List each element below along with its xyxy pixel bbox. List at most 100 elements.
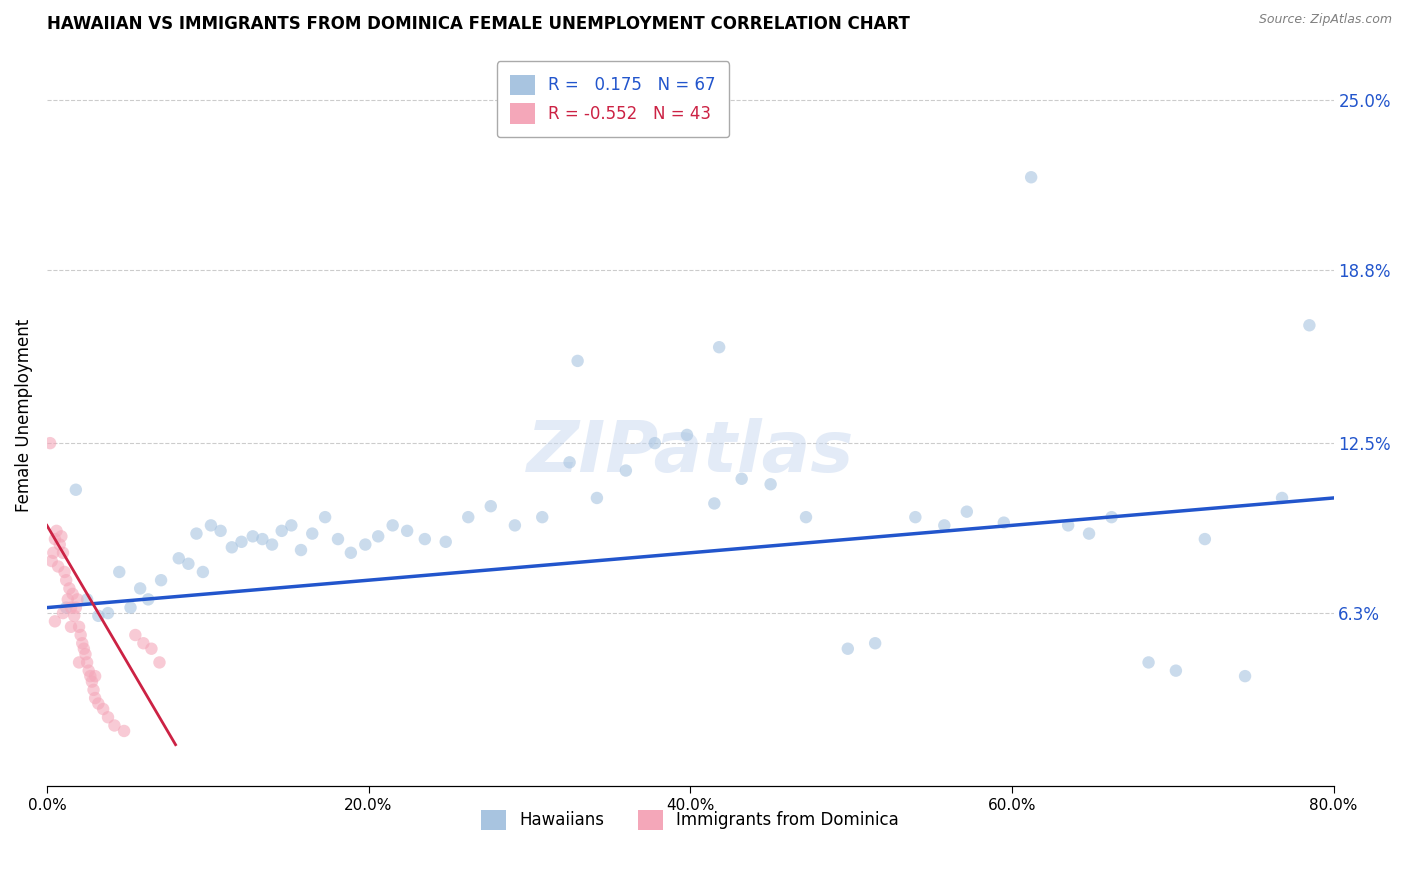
- Point: [567, 354, 589, 368]
- Point: [531, 510, 554, 524]
- Point: [87, 697, 110, 711]
- Point: [73, 641, 96, 656]
- Point: [41, 554, 63, 568]
- Point: [112, 723, 135, 738]
- Point: [242, 529, 264, 543]
- Point: [67, 656, 90, 670]
- Point: [837, 641, 859, 656]
- Point: [759, 477, 782, 491]
- Point: [75, 647, 97, 661]
- Point: [301, 526, 323, 541]
- Point: [55, 573, 77, 587]
- Point: [44, 615, 66, 629]
- Point: [221, 541, 243, 555]
- Point: [65, 483, 87, 497]
- Point: [132, 636, 155, 650]
- Point: [55, 600, 77, 615]
- Point: [83, 682, 105, 697]
- Point: [63, 608, 86, 623]
- Point: [91, 702, 114, 716]
- Point: [77, 664, 100, 678]
- Point: [614, 464, 637, 478]
- Point: [108, 565, 131, 579]
- Point: [136, 592, 159, 607]
- Text: HAWAIIAN VS IMMIGRANTS FROM DOMINICA FEMALE UNEMPLOYMENT CORRELATION CHART: HAWAIIAN VS IMMIGRANTS FROM DOMINICA FEM…: [46, 15, 910, 33]
- Point: [1019, 170, 1042, 185]
- Point: [84, 669, 107, 683]
- Point: [367, 529, 389, 543]
- Point: [80, 674, 103, 689]
- Point: [42, 546, 65, 560]
- Point: [150, 573, 173, 587]
- Point: [326, 532, 349, 546]
- Point: [1164, 664, 1187, 678]
- Point: [270, 524, 292, 538]
- Point: [644, 436, 666, 450]
- Point: [141, 641, 163, 656]
- Point: [260, 537, 283, 551]
- Point: [148, 656, 170, 670]
- Point: [1101, 510, 1123, 524]
- Point: [66, 592, 89, 607]
- Point: [60, 620, 83, 634]
- Point: [731, 472, 754, 486]
- Point: [97, 606, 120, 620]
- Point: [44, 532, 66, 546]
- Point: [586, 491, 609, 505]
- Point: [457, 510, 479, 524]
- Point: [56, 592, 79, 607]
- Point: [558, 455, 581, 469]
- Point: [76, 656, 98, 670]
- Point: [280, 518, 302, 533]
- Point: [956, 505, 979, 519]
- Point: [45, 524, 67, 538]
- Point: [503, 518, 526, 533]
- Point: [65, 600, 87, 615]
- Point: [934, 518, 956, 533]
- Point: [1234, 669, 1257, 683]
- Y-axis label: Female Unemployment: Female Unemployment: [15, 319, 32, 512]
- Point: [52, 606, 75, 620]
- Point: [49, 537, 72, 551]
- Point: [434, 534, 457, 549]
- Point: [120, 600, 142, 615]
- Point: [209, 524, 232, 538]
- Point: [676, 428, 699, 442]
- Point: [87, 608, 110, 623]
- Point: [1078, 526, 1101, 541]
- Point: [1137, 656, 1160, 670]
- Point: [52, 546, 75, 560]
- Point: [79, 669, 101, 683]
- Point: [69, 628, 91, 642]
- Legend: Hawaiians, Immigrants from Dominica: Hawaiians, Immigrants from Dominica: [475, 803, 905, 837]
- Point: [479, 499, 502, 513]
- Point: [290, 543, 312, 558]
- Point: [314, 510, 336, 524]
- Point: [177, 557, 200, 571]
- Point: [60, 600, 83, 615]
- Point: [396, 524, 419, 538]
- Point: [1298, 318, 1320, 333]
- Point: [340, 546, 363, 560]
- Point: [46, 559, 69, 574]
- Point: [1194, 532, 1216, 546]
- Point: [186, 526, 208, 541]
- Point: [167, 551, 190, 566]
- Point: [67, 620, 90, 634]
- Point: [39, 436, 62, 450]
- Point: [413, 532, 436, 546]
- Point: [252, 532, 274, 546]
- Text: ZIPatlas: ZIPatlas: [526, 418, 853, 487]
- Point: [124, 628, 146, 642]
- Point: [993, 516, 1015, 530]
- Point: [76, 592, 98, 607]
- Point: [707, 340, 730, 354]
- Point: [703, 496, 725, 510]
- Point: [794, 510, 817, 524]
- Point: [84, 691, 107, 706]
- Point: [1057, 518, 1080, 533]
- Point: [904, 510, 927, 524]
- Point: [72, 636, 94, 650]
- Point: [381, 518, 404, 533]
- Point: [1271, 491, 1294, 505]
